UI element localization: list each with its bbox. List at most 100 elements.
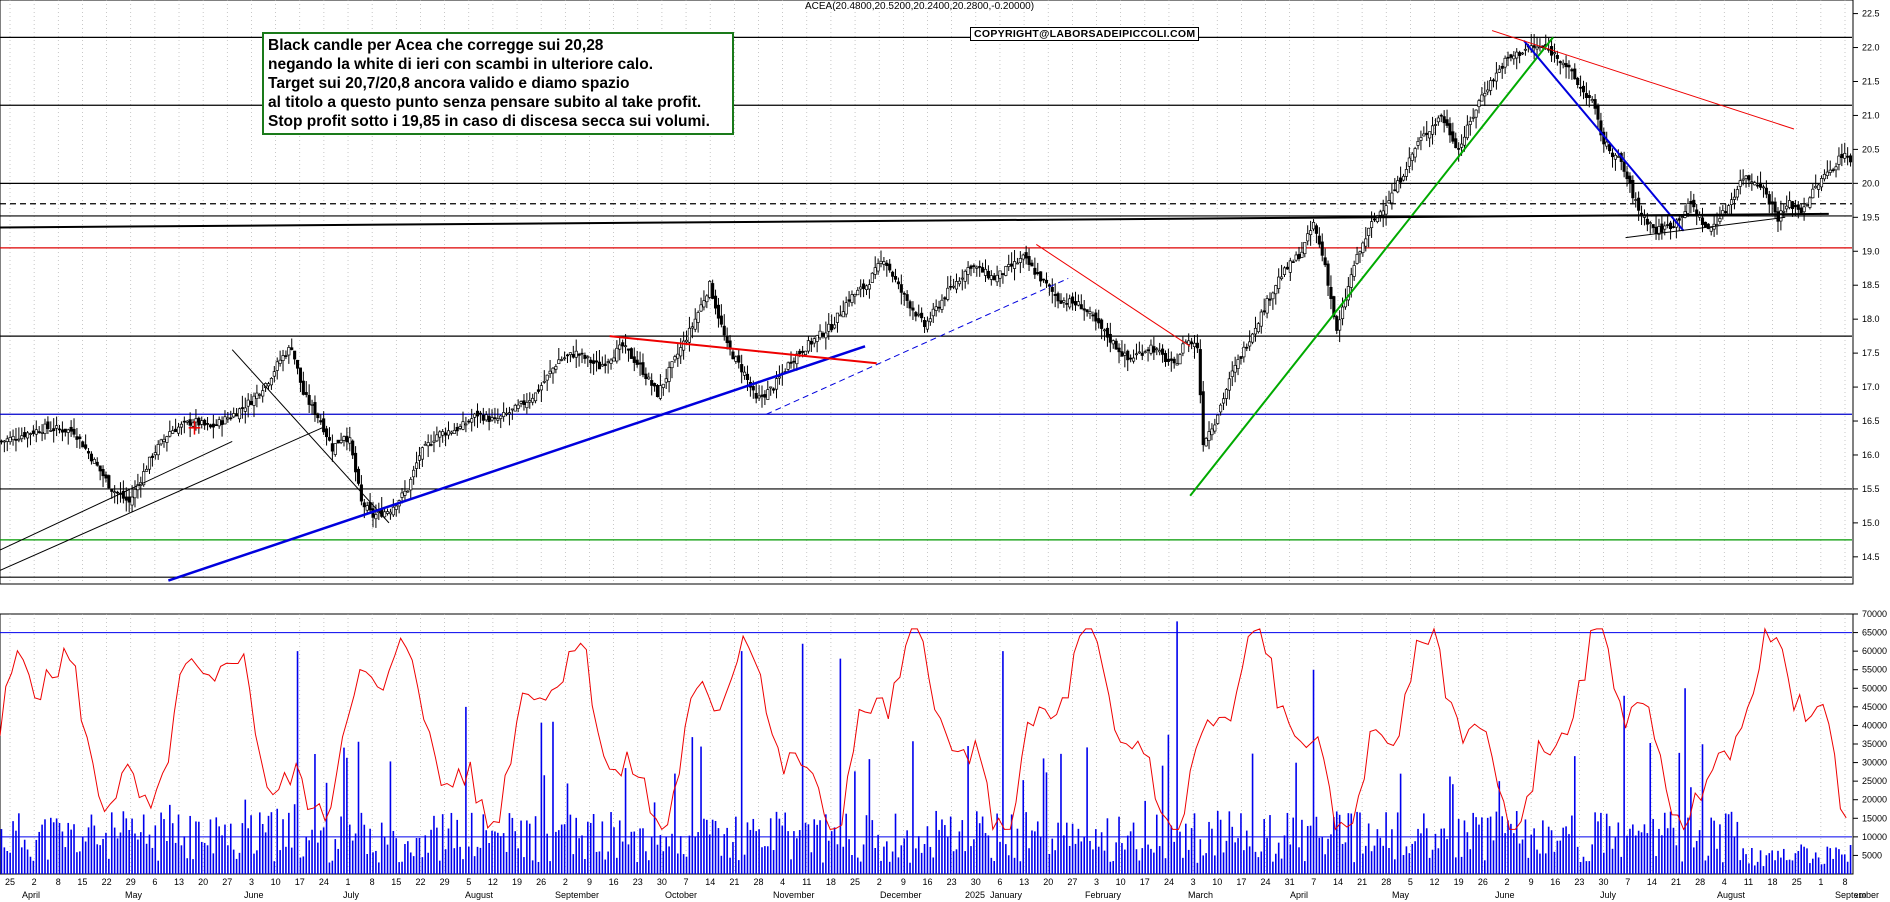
candle-body bbox=[1370, 221, 1374, 229]
candle-body bbox=[278, 359, 282, 364]
x-day-label: 18 bbox=[1768, 877, 1778, 887]
candle-body bbox=[760, 394, 764, 397]
volume-y-tick-label: 60000 bbox=[1862, 646, 1887, 656]
candle-body bbox=[525, 402, 529, 409]
candle-body bbox=[661, 383, 665, 388]
candle-body bbox=[171, 430, 175, 434]
candle-body bbox=[1253, 327, 1258, 335]
candle-body bbox=[830, 324, 834, 331]
candle-body bbox=[354, 452, 358, 473]
candle-body bbox=[133, 489, 137, 499]
candle-body bbox=[1192, 342, 1197, 348]
candle-body bbox=[522, 400, 526, 405]
x-day-label: 23 bbox=[633, 877, 643, 887]
candle-body bbox=[1727, 205, 1731, 216]
candle-body bbox=[1236, 359, 1240, 369]
x-day-label: 1 bbox=[346, 877, 351, 887]
candle-body bbox=[1341, 306, 1345, 320]
candle-body bbox=[1102, 329, 1107, 332]
candle-body bbox=[1724, 211, 1728, 214]
x-day-label: 26 bbox=[1478, 877, 1488, 887]
candle-body bbox=[339, 439, 343, 443]
candle-body bbox=[336, 439, 340, 444]
candle-body bbox=[1793, 204, 1797, 208]
candle-body bbox=[449, 431, 453, 434]
candle-body bbox=[1047, 284, 1051, 287]
candle-body bbox=[1491, 79, 1496, 82]
analysis-annotation: Black candle per Acea che corregge sui 2… bbox=[262, 32, 734, 135]
candle-body bbox=[722, 325, 726, 336]
candle-body bbox=[1152, 346, 1156, 353]
candle-body bbox=[124, 496, 128, 501]
annotation-line-3: Target sui 20,7/20,8 ancora valido e dia… bbox=[268, 75, 630, 92]
candle-body bbox=[1294, 254, 1298, 261]
candle-body bbox=[1439, 114, 1443, 117]
x-day-label: 21 bbox=[729, 877, 739, 887]
x-day-label: 25 bbox=[1792, 877, 1802, 887]
candle-body bbox=[531, 397, 535, 403]
annotation-line-5: Stop profit sotto i 19,85 in caso di dis… bbox=[268, 113, 710, 130]
candle-body bbox=[560, 359, 564, 361]
candle-body bbox=[1001, 273, 1005, 275]
candle-body bbox=[1181, 343, 1185, 354]
candle-body bbox=[107, 475, 111, 489]
candle-body bbox=[26, 432, 30, 439]
candle-body bbox=[269, 377, 273, 386]
candle-body bbox=[1071, 296, 1075, 304]
candle-body bbox=[1251, 333, 1255, 343]
candle-body bbox=[638, 362, 642, 365]
candle-body bbox=[597, 361, 601, 370]
candle-body bbox=[687, 327, 691, 343]
candle-body bbox=[46, 421, 50, 430]
candle-body bbox=[1750, 181, 1754, 184]
candle-body bbox=[1773, 201, 1777, 213]
candle-body bbox=[574, 350, 578, 358]
candle-body bbox=[136, 484, 140, 491]
chart-title: ACEA(20.4800,20.5200,20.2400,20.2800,-0.… bbox=[805, 1, 1035, 12]
candle-body bbox=[795, 353, 799, 365]
x-day-label: 24 bbox=[1164, 877, 1174, 887]
candle-body bbox=[1158, 350, 1162, 353]
candle-body bbox=[510, 408, 514, 411]
candle-body bbox=[1105, 327, 1109, 338]
candle-body bbox=[1039, 271, 1043, 282]
candle-body bbox=[394, 505, 398, 510]
candle-body bbox=[1416, 141, 1420, 146]
trendline-red-short bbox=[1036, 244, 1191, 347]
candle-body bbox=[635, 359, 639, 365]
x-day-label: 14 bbox=[705, 877, 715, 887]
candle-body bbox=[197, 417, 201, 426]
candle-body bbox=[1100, 319, 1104, 329]
candle-body bbox=[1657, 226, 1661, 235]
candle-body bbox=[931, 308, 935, 317]
candle-body bbox=[1567, 64, 1571, 68]
candle-body bbox=[1831, 169, 1835, 172]
candle-body bbox=[902, 292, 906, 295]
candle-body bbox=[629, 348, 633, 359]
volume-scale-label: x10 bbox=[1855, 893, 1866, 900]
candle-body bbox=[833, 324, 837, 329]
candle-body bbox=[1309, 230, 1313, 236]
x-day-label: 20 bbox=[198, 877, 208, 887]
price-y-tick-label: 19.0 bbox=[1862, 246, 1880, 256]
candle-body bbox=[84, 444, 88, 449]
candle-body bbox=[803, 350, 808, 355]
candle-body bbox=[400, 492, 404, 498]
candle-body bbox=[705, 295, 709, 303]
candle-body bbox=[240, 407, 244, 409]
candle-body bbox=[1660, 223, 1664, 233]
candle-body bbox=[1471, 116, 1475, 119]
x-day-label: 8 bbox=[1842, 877, 1847, 887]
candle-body bbox=[290, 347, 294, 350]
candle-body bbox=[1323, 257, 1327, 266]
candle-body bbox=[624, 345, 628, 348]
candle-body bbox=[1848, 155, 1853, 163]
candle-body bbox=[1570, 69, 1574, 72]
candle-body bbox=[1036, 272, 1040, 275]
candle-body bbox=[1552, 52, 1557, 55]
x-day-label: 27 bbox=[1067, 877, 1077, 887]
candle-body bbox=[69, 426, 73, 432]
candle-body bbox=[1111, 340, 1115, 345]
candle-body bbox=[1082, 308, 1086, 311]
candle-body bbox=[40, 432, 44, 434]
